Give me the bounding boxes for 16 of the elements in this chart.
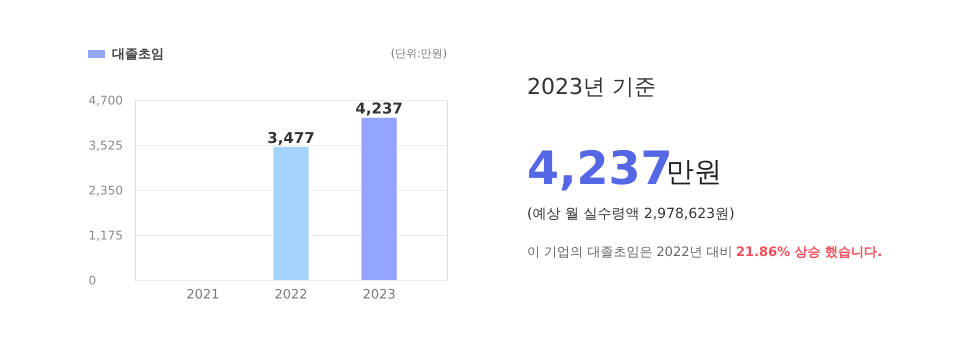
text: (예상 월 실수령액 2,978,623원) [527,206,735,222]
data-label: 3,477 [267,128,315,147]
x-tick-label: 2021 [186,288,220,302]
y-tick-label: 0 [88,274,96,288]
text: 21.86% 상승 했습니다. [736,245,882,260]
y-tick-label: 3,525 [88,138,123,152]
text: 이 기업의 대졸초임은 2022년 대비 [527,245,733,260]
data-label: 4,237 [355,100,403,118]
y-axis-title: (단위:만원) [390,47,447,60]
y-tick-label: 1,175 [88,228,123,242]
y-tick-label: 4,700 [88,94,123,108]
legend-label: 대졸초임 [112,47,164,62]
x-tick-label: 2022 [274,288,308,302]
x-tick-label: 2023 [362,288,396,302]
text: 2023년 기준 [527,75,656,100]
y-tick-label: 2,350 [88,184,123,198]
